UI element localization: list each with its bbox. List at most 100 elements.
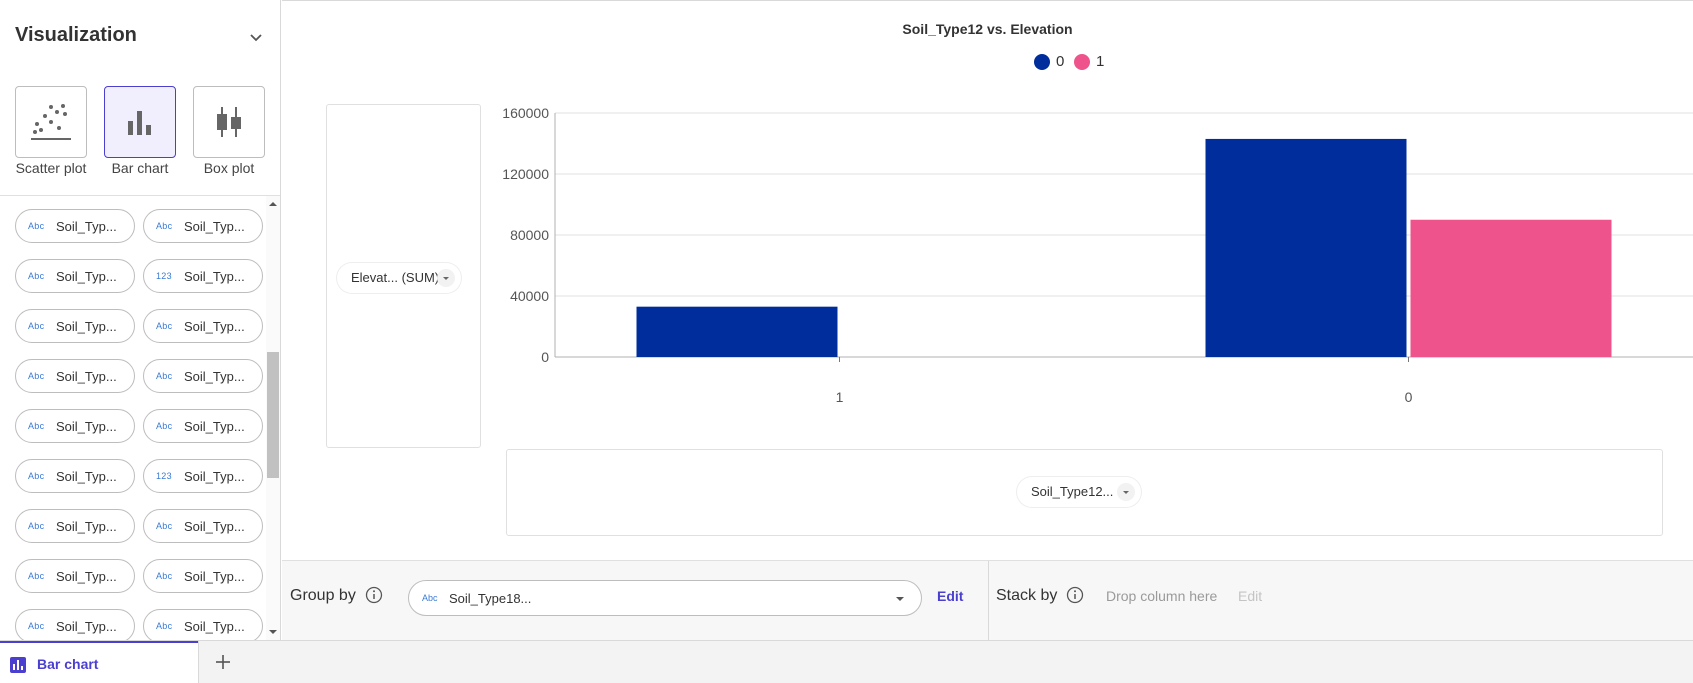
field-pill[interactable]: Abc Soil_Typ...: [143, 559, 263, 593]
visualization-sidebar: Visualization Scatter plot: [0, 0, 281, 640]
tab-bar-chart[interactable]: Bar chart: [0, 641, 198, 683]
text-type-icon: Abc: [28, 471, 45, 481]
bar: [1410, 219, 1612, 357]
divider: [988, 561, 989, 641]
legend-label: 1: [1096, 53, 1105, 70]
field-name: Soil_Typ...: [56, 519, 117, 534]
chart-config-bar: Group by Abc Soil_Type18... Edit Stack b…: [282, 560, 1693, 641]
sidebar-title: Visualization: [15, 24, 137, 46]
viz-type-bar-chart[interactable]: Bar chart: [104, 86, 194, 181]
field-pill[interactable]: Abc Soil_Typ...: [15, 509, 135, 543]
text-type-icon: Abc: [156, 571, 173, 581]
field-pill[interactable]: Abc Soil_Typ...: [15, 259, 135, 293]
field-pill[interactable]: Abc Soil_Typ...: [15, 609, 135, 640]
x-axis-field-label: Soil_Type12...: [1031, 484, 1114, 499]
caret-down-icon[interactable]: [1117, 483, 1135, 501]
field-name: Soil_Typ...: [56, 319, 117, 334]
field-pill[interactable]: Abc Soil_Typ...: [143, 409, 263, 443]
chart-area: Soil_Type12 vs. Elevation 0 1 Elevat... …: [282, 0, 1693, 560]
field-name: Soil_Typ...: [184, 319, 245, 334]
x-tick-label: 0: [1405, 389, 1413, 405]
stack-by-drop-zone[interactable]: Drop column here: [1106, 588, 1218, 604]
text-type-icon: Abc: [156, 371, 173, 381]
caret-down-icon[interactable]: [437, 269, 455, 287]
field-name: Soil_Typ...: [184, 269, 245, 284]
field-pill[interactable]: 123 Soil_Typ...: [143, 459, 263, 493]
group-by-edit-button[interactable]: Edit: [937, 588, 964, 604]
viz-type-label: Bar chart: [111, 160, 169, 176]
viz-type-box-plot[interactable]: Box plot: [193, 86, 283, 181]
field-pill[interactable]: Abc Soil_Typ...: [143, 609, 263, 640]
scrollbar-thumb[interactable]: [267, 352, 279, 478]
caret-down-icon: [896, 597, 904, 601]
text-type-icon: Abc: [28, 621, 45, 631]
info-icon[interactable]: [365, 586, 383, 604]
text-type-icon: Abc: [28, 421, 45, 431]
field-pill[interactable]: Abc Soil_Typ...: [15, 559, 135, 593]
viz-type-label: Scatter plot: [15, 160, 87, 176]
sidebar-header: Visualization: [15, 22, 267, 52]
field-pill[interactable]: Abc Soil_Typ...: [143, 509, 263, 543]
field-pill[interactable]: 123 Soil_Typ...: [143, 259, 263, 293]
scroll-up-icon[interactable]: [266, 198, 280, 210]
x-axis-drop-zone[interactable]: Soil_Type12...: [506, 449, 1663, 536]
stack-by-label: Stack by: [996, 587, 1058, 604]
field-pill[interactable]: Abc Soil_Typ...: [143, 359, 263, 393]
field-list: Abc Soil_Typ... Abc Soil_Typ... Abc Soil_Typ.…: [0, 196, 280, 640]
y-axis-drop-zone[interactable]: Elevat... (SUM): [326, 104, 481, 448]
field-list-scrollbar[interactable]: [266, 196, 280, 640]
x-tick-label: 1: [836, 389, 844, 405]
scatter-plot-icon: [31, 104, 71, 140]
y-tick-label: 120000: [502, 166, 549, 182]
box-plot-icon: [217, 107, 241, 137]
field-name: Soil_Typ...: [56, 569, 117, 584]
bar-chart-svg: 0 40000 80000 120000 160000 1 0: [502, 105, 1693, 405]
field-name: Soil_Typ...: [184, 469, 245, 484]
field-name: Soil_Typ...: [56, 269, 117, 284]
field-name: Soil_Typ...: [56, 469, 117, 484]
add-tab-icon[interactable]: [212, 651, 234, 673]
bar: [636, 306, 838, 357]
field-pill[interactable]: Abc Soil_Typ...: [15, 459, 135, 493]
field-pill[interactable]: Abc Soil_Typ...: [143, 209, 263, 243]
text-type-icon: Abc: [156, 421, 173, 431]
legend-swatch: [1074, 54, 1090, 70]
group-by-select[interactable]: Abc Soil_Type18...: [408, 580, 922, 616]
text-type-icon: Abc: [156, 221, 173, 231]
text-type-icon: Abc: [156, 321, 173, 331]
numeric-type-icon: 123: [156, 471, 172, 481]
bar-plot: 0 40000 80000 120000 160000 1 0: [499, 101, 1693, 431]
group-by-label: Group by: [290, 587, 356, 604]
x-axis-field-pill[interactable]: Soil_Type12...: [1017, 477, 1141, 507]
scroll-down-icon[interactable]: [266, 626, 280, 638]
chevron-down-icon[interactable]: [245, 26, 267, 48]
tab-label: Bar chart: [37, 656, 99, 672]
text-type-icon: Abc: [28, 371, 45, 381]
field-pill[interactable]: Abc Soil_Typ...: [15, 209, 135, 243]
stack-by-edit-button[interactable]: Edit: [1238, 588, 1263, 604]
group-by-value: Soil_Type18...: [449, 591, 532, 606]
info-icon[interactable]: [1066, 586, 1084, 604]
field-pill[interactable]: Abc Soil_Typ...: [143, 309, 263, 343]
field-pill[interactable]: Abc Soil_Typ...: [15, 309, 135, 343]
viz-type-scatter-plot[interactable]: Scatter plot: [15, 86, 105, 181]
field-name: Soil_Typ...: [56, 219, 117, 234]
divider: [198, 641, 199, 683]
field-pill[interactable]: Abc Soil_Typ...: [15, 409, 135, 443]
legend-label: 0: [1056, 53, 1065, 70]
text-type-icon: Abc: [422, 593, 438, 603]
field-name: Soil_Typ...: [184, 519, 245, 534]
y-axis-field-pill[interactable]: Elevat... (SUM): [337, 263, 461, 293]
field-name: Soil_Typ...: [184, 369, 245, 384]
field-name: Soil_Typ...: [56, 619, 117, 634]
bar-chart-icon: [10, 657, 26, 673]
divider: [0, 195, 280, 196]
field-pill[interactable]: Abc Soil_Typ...: [15, 359, 135, 393]
viz-type-label: Box plot: [203, 160, 255, 176]
text-type-icon: Abc: [156, 521, 173, 531]
field-name: Soil_Typ...: [56, 369, 117, 384]
bar-chart-icon: [128, 111, 151, 135]
chart-title: Soil_Type12 vs. Elevation: [902, 21, 1073, 37]
y-tick-label: 40000: [510, 288, 549, 304]
